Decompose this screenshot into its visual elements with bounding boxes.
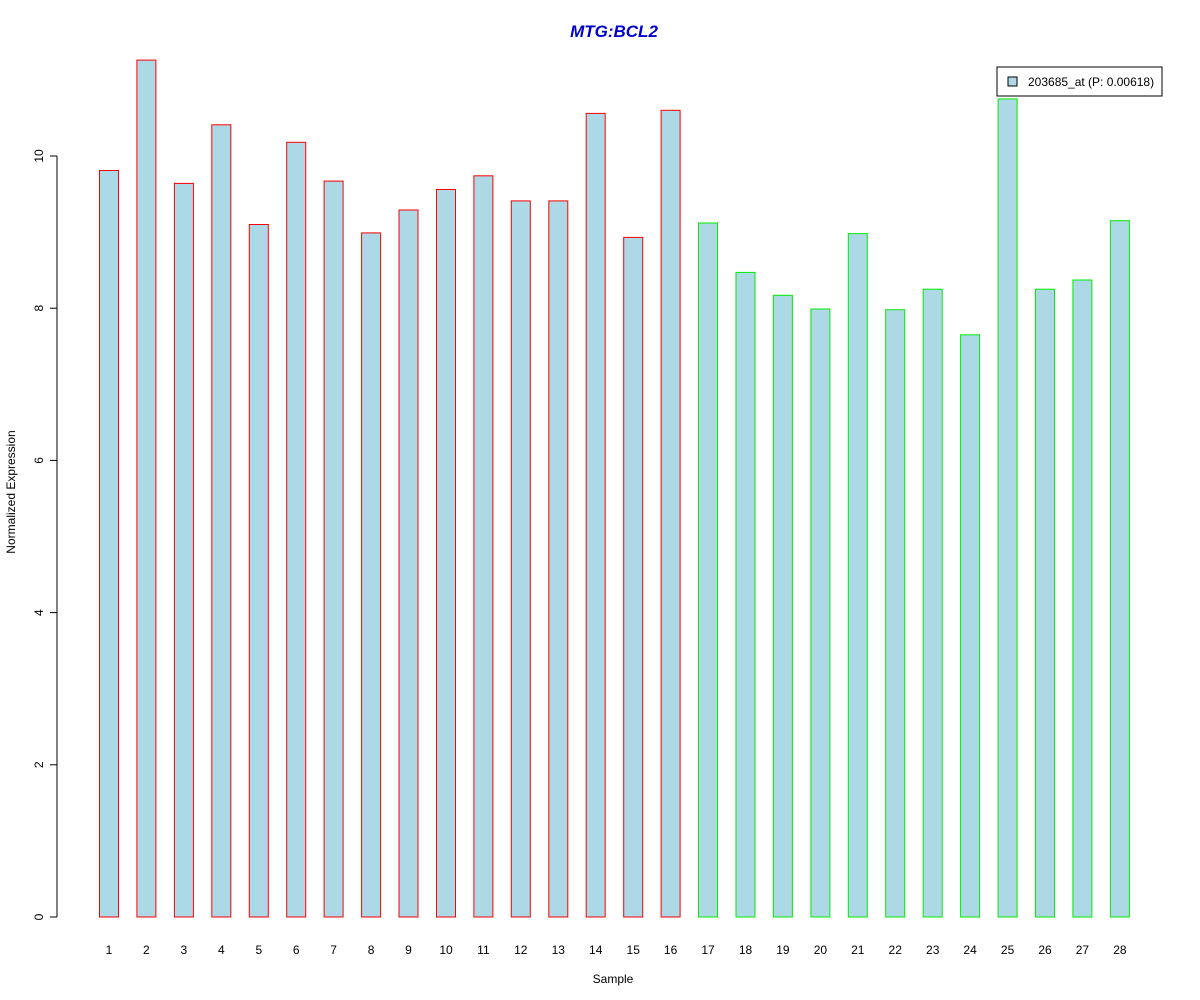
- x-tick-label: 11: [477, 943, 490, 957]
- x-tick-label: 9: [405, 943, 412, 957]
- bar-sample-13: [548, 200, 569, 918]
- x-tick-label: 19: [776, 943, 790, 957]
- x-tick-label: 15: [627, 943, 641, 957]
- chart-title: MTG:BCL2: [570, 22, 658, 41]
- bar-sample-11: [473, 175, 494, 918]
- bar-sample-22: [885, 309, 906, 918]
- y-axis-label: Normalized Expression: [4, 430, 18, 553]
- bar-sample-21: [847, 233, 868, 918]
- bar-sample-18: [735, 271, 756, 918]
- legend-box: [996, 66, 1163, 97]
- bar-sample-9: [398, 209, 419, 918]
- x-tick-label: 21: [851, 943, 865, 957]
- y-tick-label: 4: [32, 609, 46, 616]
- x-tick-label: 25: [1001, 943, 1015, 957]
- x-tick-label: 6: [293, 943, 300, 957]
- bar-sample-10: [436, 189, 456, 918]
- x-tick-label: 26: [1038, 943, 1052, 957]
- legend-swatch: [1007, 76, 1018, 87]
- bar-sample-3: [173, 182, 194, 918]
- bar-sample-24: [960, 334, 981, 918]
- legend: 203685_at (P: 0.00618): [996, 66, 1163, 97]
- bar-sample-6: [286, 141, 307, 918]
- bar-sample-23: [922, 288, 943, 918]
- x-tick-label: 28: [1113, 943, 1127, 957]
- bar-sample-5: [248, 224, 269, 918]
- x-tick-label: 22: [889, 943, 903, 957]
- x-tick-label: 3: [181, 943, 188, 957]
- x-tick-label: 2: [143, 943, 150, 957]
- bar-sample-20: [810, 308, 831, 918]
- bar-sample-15: [623, 236, 644, 918]
- bar-sample-28: [1109, 220, 1130, 918]
- bar-sample-26: [1035, 288, 1055, 918]
- bar-sample-17: [698, 222, 718, 918]
- y-axis: 0 2 4 6 8 10: [32, 149, 58, 920]
- x-tick-labels: 1 2 3 4 5 6 7 8 9 10 11 12 13 14 15 16 17 18 19 20 21 22 23 24 2…: [106, 943, 1127, 957]
- bar-sample-27: [1072, 279, 1093, 918]
- bar-sample-7: [323, 180, 344, 918]
- legend-entry-label: 203685_at (P: 0.00618): [1028, 75, 1154, 89]
- x-tick-label: 18: [739, 943, 753, 957]
- x-tick-label: 13: [552, 943, 566, 957]
- x-tick-label: 5: [255, 943, 262, 957]
- bar-sample-1: [99, 170, 119, 918]
- bar-sample-19: [772, 294, 793, 918]
- x-tick-label: 17: [701, 943, 715, 957]
- bar-sample-4: [211, 124, 232, 918]
- y-tick-label: 10: [32, 149, 46, 163]
- x-tick-label: 23: [926, 943, 940, 957]
- bar-sample-16: [660, 109, 681, 918]
- x-tick-label: 7: [330, 943, 337, 957]
- x-tick-label: 8: [368, 943, 375, 957]
- bar-sample-12: [510, 200, 531, 918]
- x-axis-label: Sample: [593, 972, 634, 986]
- y-tick-label: 2: [32, 761, 46, 768]
- bar-sample-25: [997, 98, 1018, 918]
- y-tick-label: 6: [32, 457, 46, 464]
- x-tick-label: 24: [963, 943, 977, 957]
- x-tick-label: 12: [514, 943, 528, 957]
- bar-sample-14: [585, 112, 606, 918]
- x-tick-label: 4: [218, 943, 225, 957]
- x-tick-label: 10: [439, 943, 453, 957]
- x-tick-label: 16: [664, 943, 678, 957]
- y-tick-label: 8: [32, 305, 46, 312]
- x-tick-label: 20: [814, 943, 828, 957]
- x-tick-label: 14: [589, 943, 603, 957]
- x-tick-label: 27: [1076, 943, 1090, 957]
- bar-sample-2: [136, 59, 157, 918]
- bar-sample-8: [361, 232, 382, 918]
- x-tick-label: 1: [106, 943, 113, 957]
- y-tick-label: 0: [32, 913, 46, 920]
- bars-group: [99, 59, 1130, 918]
